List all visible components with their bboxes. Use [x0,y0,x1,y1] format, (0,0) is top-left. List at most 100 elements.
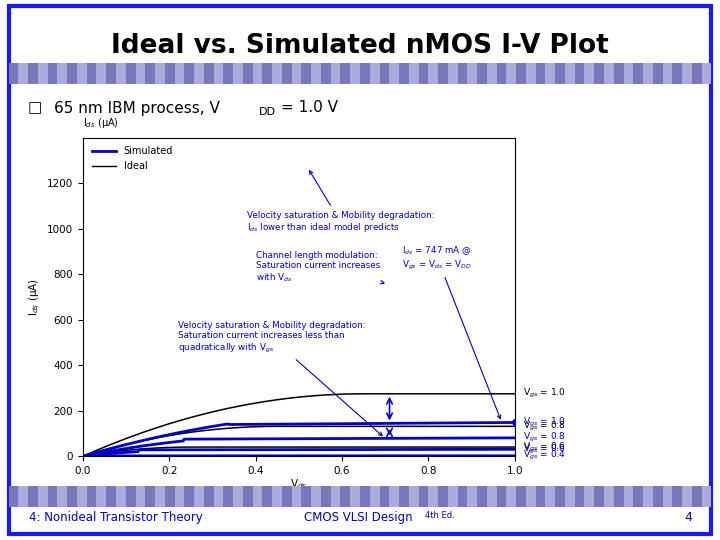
Bar [214,486,223,507]
Bar [536,63,546,84]
Bar [662,63,672,84]
Bar [292,63,302,84]
Bar [672,486,682,507]
Bar [9,486,19,507]
Bar [634,486,643,507]
Bar [214,63,223,84]
Bar [243,63,253,84]
Bar [506,63,516,84]
Bar [126,63,135,84]
Text: 65 nm IBM process, V: 65 nm IBM process, V [54,100,220,116]
Bar [48,63,58,84]
Bar [643,486,653,507]
Bar [253,63,262,84]
Bar [145,486,155,507]
Bar [243,486,253,507]
Bar [643,63,653,84]
Bar [624,486,634,507]
Bar [438,486,448,507]
Text: Velocity saturation & Mobility degradation:
Saturation current increases less th: Velocity saturation & Mobility degradati… [178,321,382,436]
Bar [107,486,116,507]
Bar [370,486,379,507]
Text: I$_{ds}$ = 747 mA @
V$_{gs}$ = V$_{ds}$ = V$_{DD}$: I$_{ds}$ = 747 mA @ V$_{gs}$ = V$_{ds}$ … [402,245,500,418]
Bar [341,63,350,84]
Bar [204,63,214,84]
Bar [282,486,292,507]
Bar [9,63,19,84]
Bar [28,486,38,507]
Text: 4th Ed.: 4th Ed. [425,511,454,519]
Bar [448,63,458,84]
Bar [692,63,701,84]
Bar [409,486,418,507]
Bar [516,63,526,84]
Bar [546,63,555,84]
Bar [477,486,487,507]
Bar [19,63,28,84]
Bar [86,63,96,84]
Bar [184,63,194,84]
Bar [526,63,536,84]
Bar [77,63,86,84]
Text: 4: 4 [685,511,693,524]
Bar [594,63,604,84]
Bar [135,486,145,507]
Bar [116,486,126,507]
Bar [682,486,692,507]
Bar [330,486,341,507]
Bar [233,63,243,84]
Text: V$_{gs}$ = 1.0: V$_{gs}$ = 1.0 [523,387,566,400]
Y-axis label: I$_{ds}$ (μA): I$_{ds}$ (μA) [27,278,41,316]
Bar [262,486,272,507]
Bar [311,63,321,84]
Bar [96,63,107,84]
Bar [379,63,390,84]
Bar [233,486,243,507]
Bar [555,63,565,84]
Bar [634,63,643,84]
Bar [116,63,126,84]
Text: V$_{gs}$ = 0.6: V$_{gs}$ = 0.6 [523,441,566,454]
Bar [487,63,497,84]
Bar [302,63,311,84]
Bar [253,486,262,507]
Bar [155,63,165,84]
Bar [126,486,135,507]
Bar [174,63,184,84]
Bar [360,63,370,84]
Bar [672,63,682,84]
Bar [565,63,575,84]
Bar [38,63,48,84]
Bar [701,63,711,84]
Bar [653,63,662,84]
Bar [38,486,48,507]
Bar [604,486,613,507]
Bar [67,486,77,507]
Bar [409,63,418,84]
Bar [613,486,624,507]
Bar [428,486,438,507]
Text: = 1.0 V: = 1.0 V [281,100,338,116]
Bar [692,486,701,507]
Bar [292,486,302,507]
Text: V$_{gs}$ = 1.0: V$_{gs}$ = 1.0 [523,416,566,429]
Bar [58,486,67,507]
Bar [135,63,145,84]
Bar [341,486,350,507]
Bar [223,63,233,84]
Text: V$_{gs}$ = 0.6: V$_{gs}$ = 0.6 [523,443,566,456]
Bar [418,63,428,84]
Bar [487,486,497,507]
Bar [448,486,458,507]
Bar [516,486,526,507]
Bar [174,486,184,507]
Text: V$_{gs}$ = 0.8: V$_{gs}$ = 0.8 [523,431,566,444]
Text: Ideal vs. Simulated nMOS I-V Plot: Ideal vs. Simulated nMOS I-V Plot [111,33,609,59]
Text: 4: Nonideal Transistor Theory: 4: Nonideal Transistor Theory [29,511,202,524]
Bar [701,486,711,507]
Bar [350,486,360,507]
Bar [350,63,360,84]
Bar [390,63,399,84]
Bar [418,486,428,507]
Bar [575,63,585,84]
